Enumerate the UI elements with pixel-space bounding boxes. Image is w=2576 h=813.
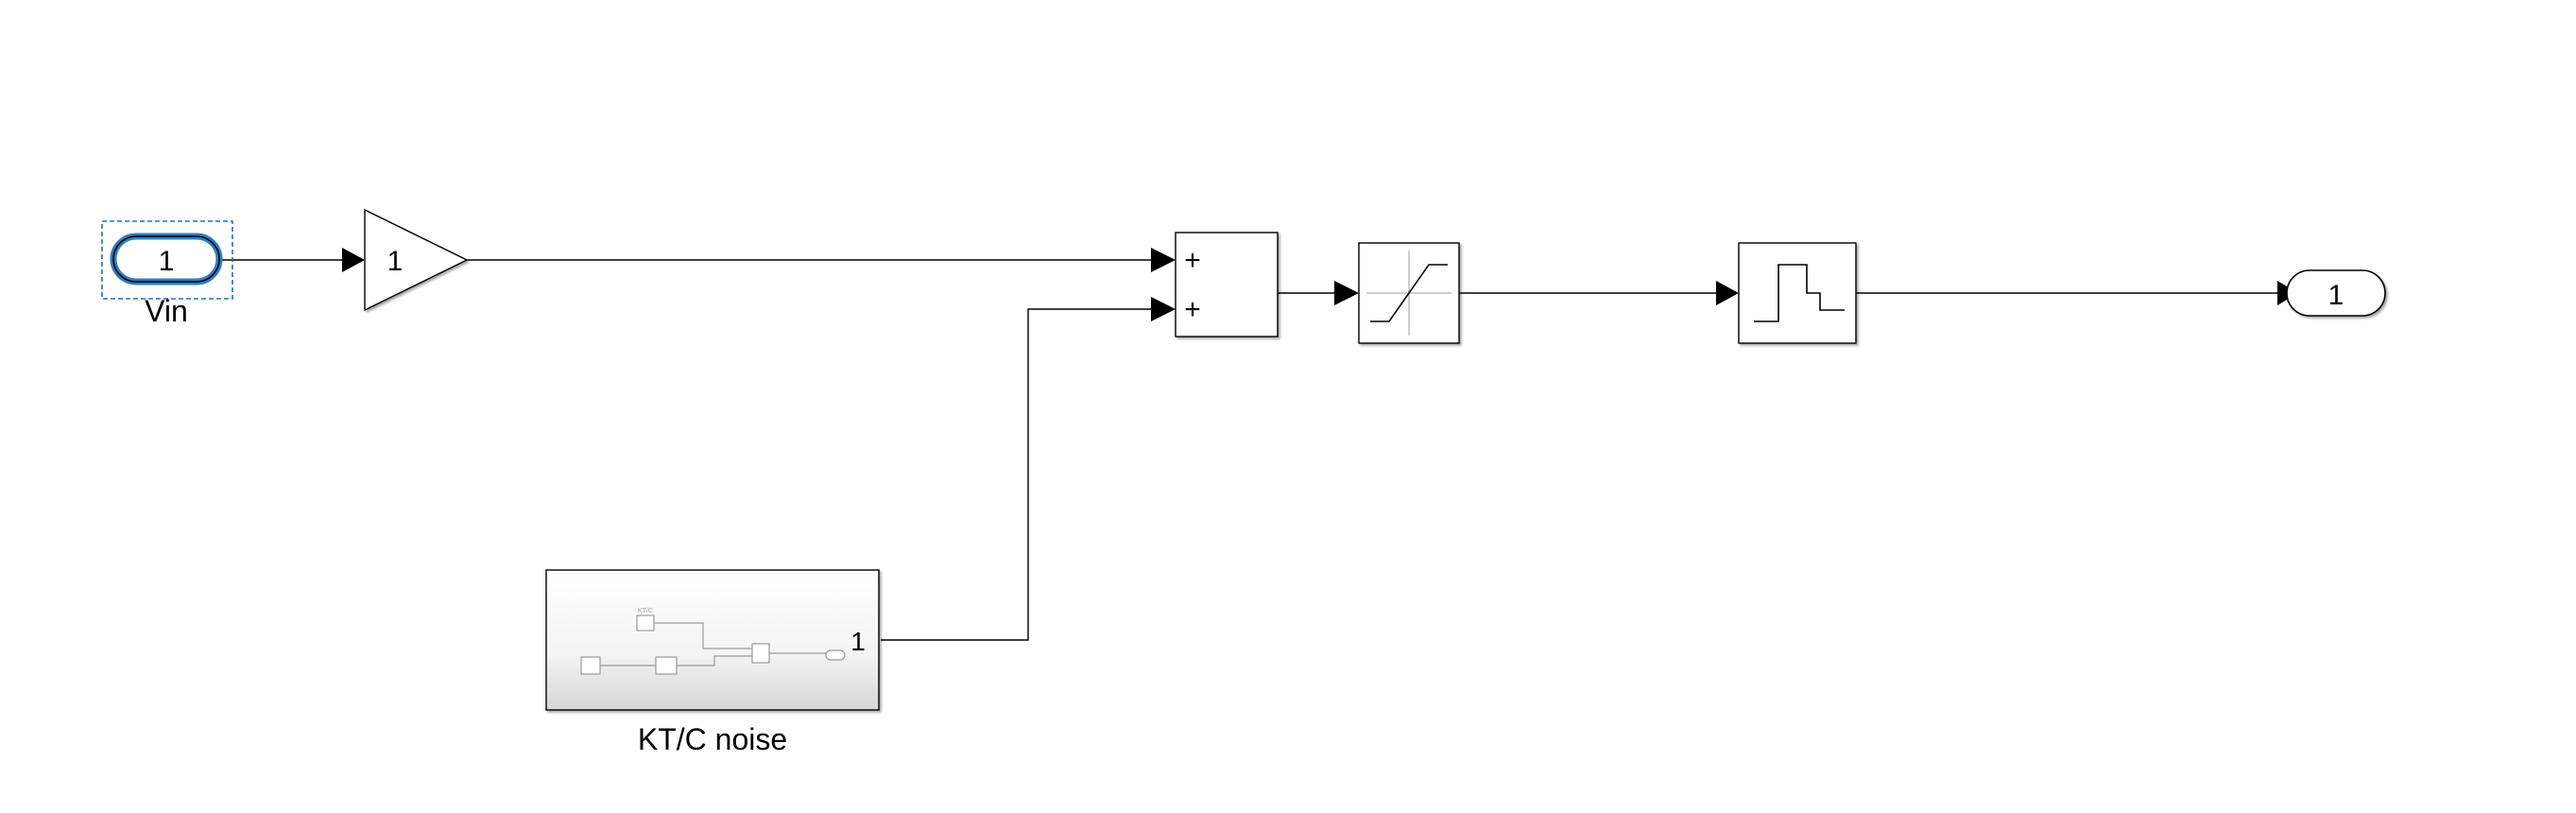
saturation-block[interactable] bbox=[1358, 242, 1460, 344]
inport-number: 1 bbox=[159, 246, 175, 277]
saturation-icon bbox=[1366, 251, 1451, 336]
inport-block[interactable]: 1 Vin bbox=[101, 220, 233, 328]
subsystem-thumbnail: KT/C bbox=[580, 608, 846, 675]
signal-line-subsystem-to-sum[interactable] bbox=[881, 308, 1151, 641]
sum-rect[interactable] bbox=[1175, 232, 1279, 337]
arrow-into-quantizer bbox=[1716, 281, 1739, 305]
arrow-into-gain bbox=[342, 248, 365, 272]
arrowheads bbox=[342, 248, 2287, 321]
gain-triangle[interactable] bbox=[364, 208, 469, 312]
sum-sign-bottom: + bbox=[1184, 294, 1201, 325]
signal-lines bbox=[217, 259, 2277, 641]
arrow-into-saturation bbox=[1334, 281, 1359, 305]
sum-block[interactable]: + + bbox=[1175, 232, 1279, 337]
subsystem-name[interactable]: KT/C noise bbox=[638, 722, 787, 756]
subsystem-block[interactable]: KT/C 1 KT/C noise bbox=[545, 569, 880, 756]
arrow-into-sum-bottom bbox=[1151, 297, 1176, 321]
quantizer-block[interactable] bbox=[1738, 242, 1857, 344]
gain-block[interactable]: 1 bbox=[364, 208, 469, 312]
outport-shape[interactable] bbox=[2286, 269, 2386, 317]
quantizer-rect[interactable] bbox=[1738, 242, 1857, 344]
subsystem-rect[interactable] bbox=[545, 569, 880, 711]
arrow-into-sum-top bbox=[1151, 248, 1176, 272]
outport-number: 1 bbox=[2328, 280, 2344, 311]
subsystem-thumbnail-text: KT/C bbox=[638, 608, 653, 614]
gain-value: 1 bbox=[387, 246, 404, 277]
outport-block[interactable]: 1 bbox=[2286, 269, 2386, 317]
quantizer-icon bbox=[1754, 264, 1845, 322]
subsystem-port-label: 1 bbox=[850, 627, 866, 656]
inport-name[interactable]: Vin bbox=[145, 294, 188, 328]
arrow-into-outport bbox=[2277, 281, 2287, 305]
selection-box bbox=[101, 220, 233, 300]
sum-sign-top: + bbox=[1184, 245, 1201, 276]
